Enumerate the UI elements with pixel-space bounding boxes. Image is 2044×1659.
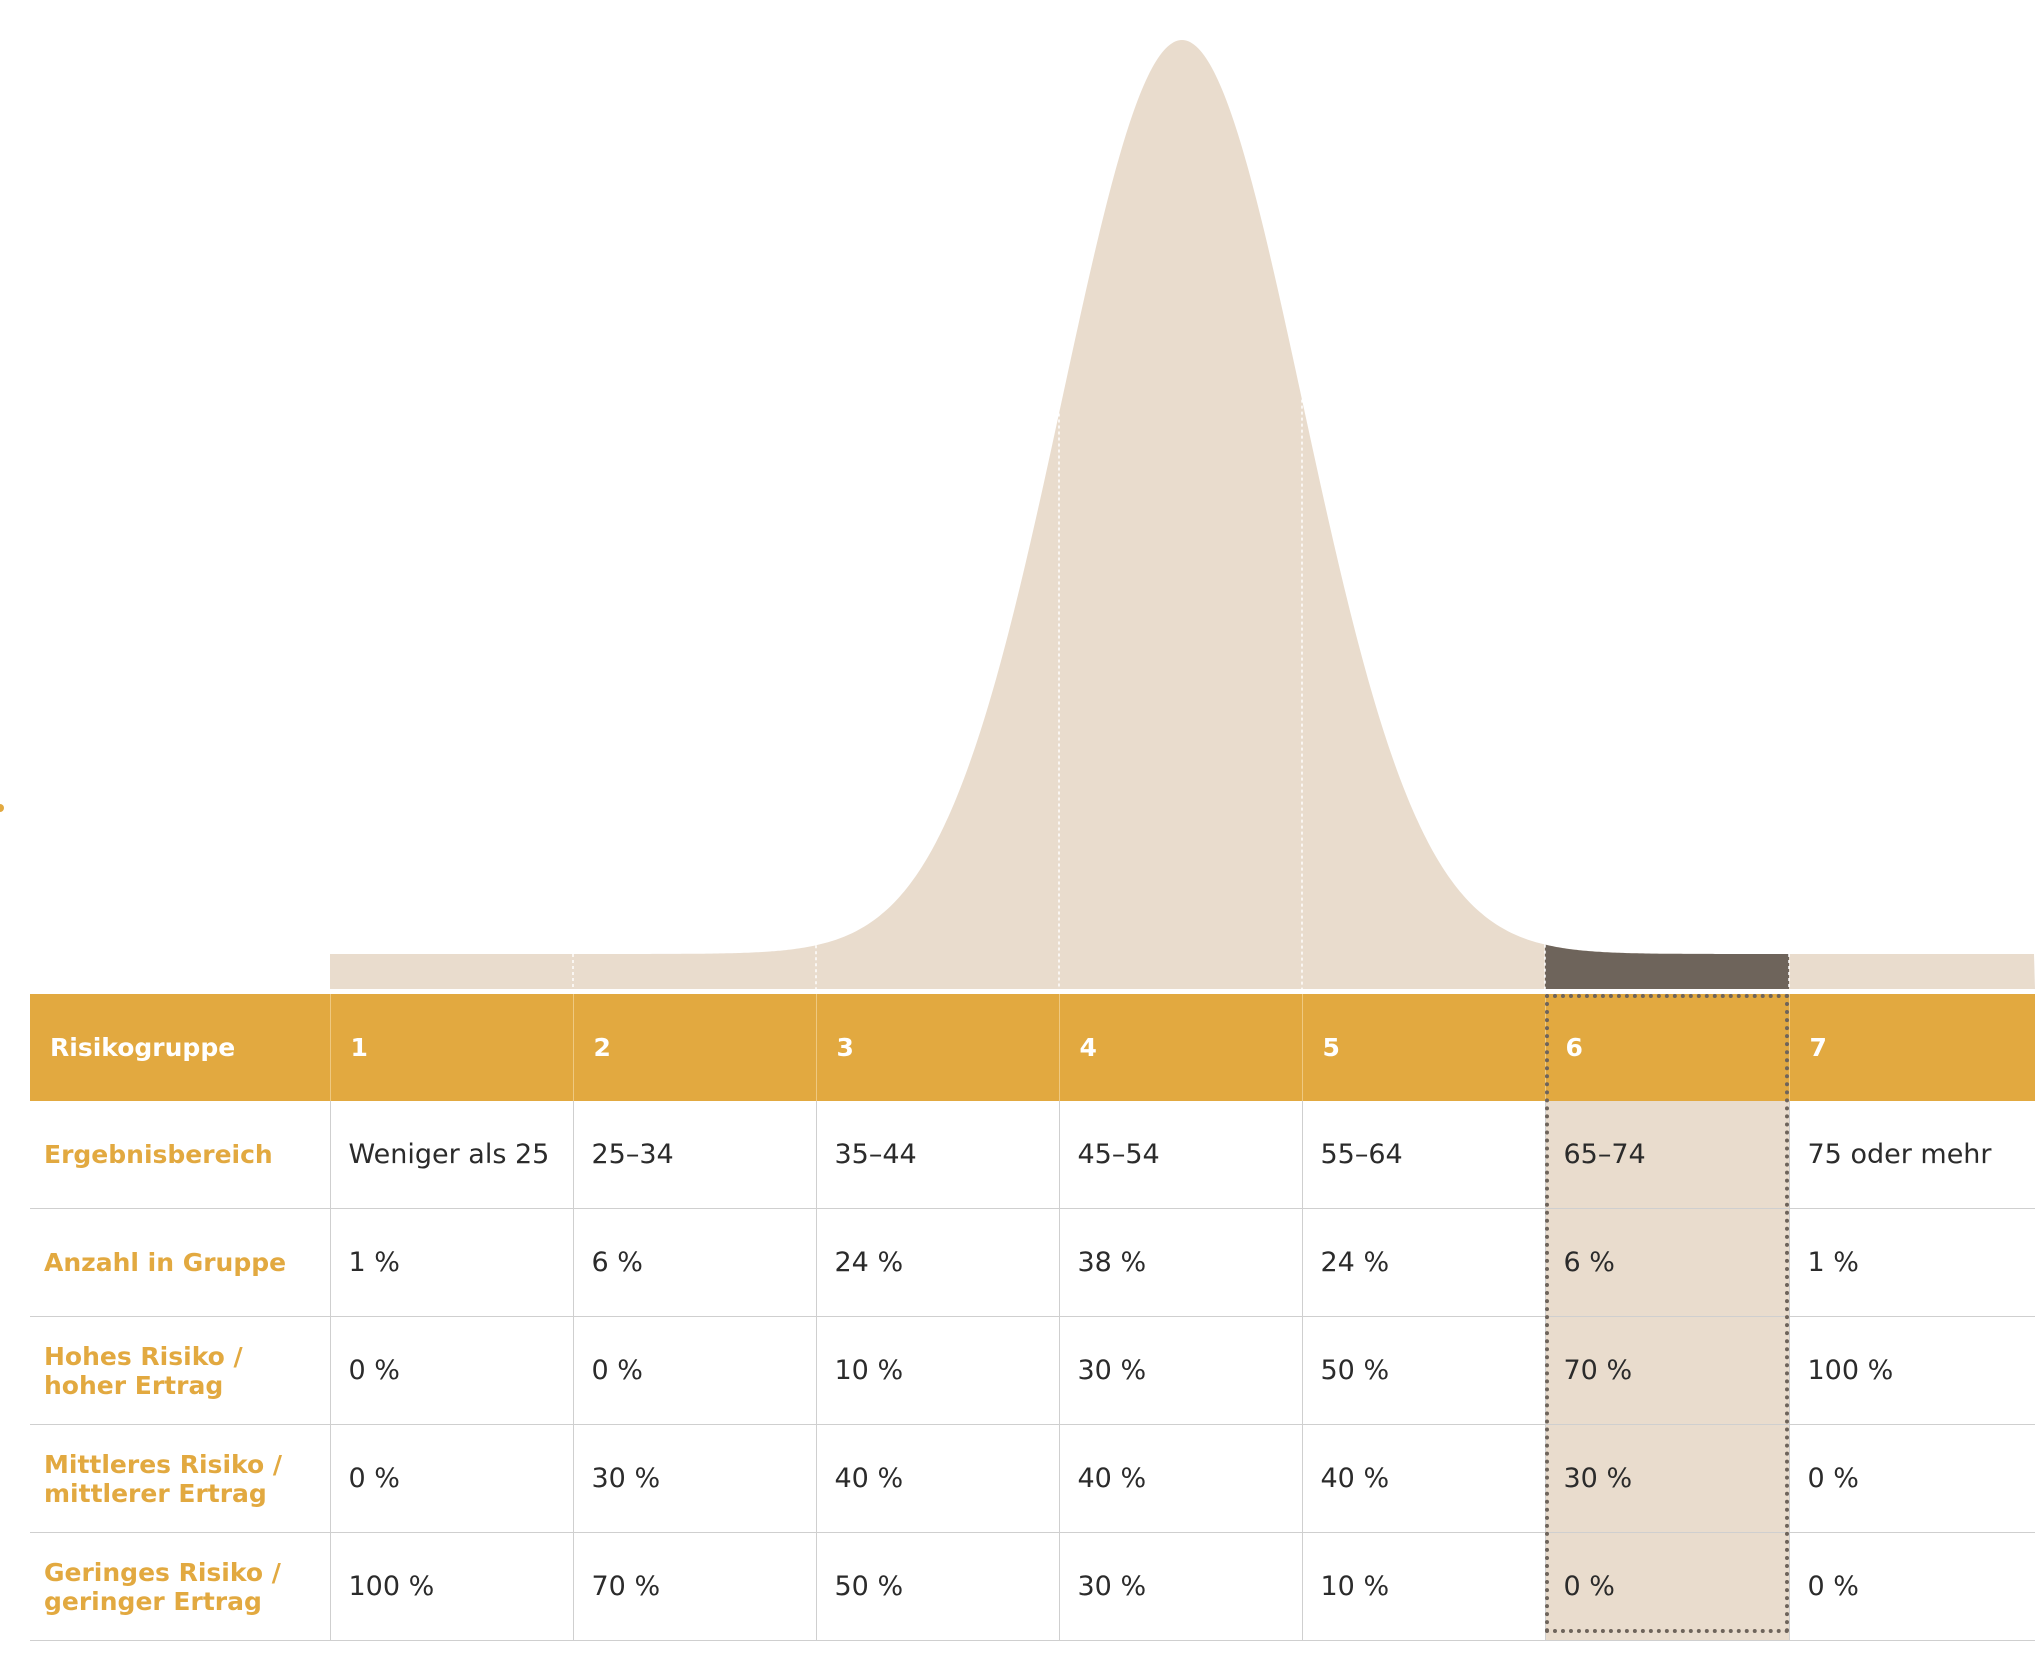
group-header-5: 5 xyxy=(1301,994,1545,1101)
table-cell: 50 % xyxy=(1301,1316,1545,1425)
table-header-row: Risikogruppe 1 2 3 4 5 6 7 xyxy=(30,994,2035,1101)
table-cell: 40 % xyxy=(1301,1424,1545,1533)
row-label: Ergebnisbereich xyxy=(30,1101,330,1209)
table-cell: 100 % xyxy=(1788,1316,2035,1425)
row-label: Geringes Risiko / geringer Ertrag xyxy=(30,1532,330,1641)
risk-group-table: Risikogruppe 1 2 3 4 5 6 7 Ergebnisbereich Wenige… xyxy=(30,994,2035,1641)
group-header-1: 1 xyxy=(329,994,573,1101)
group-header-2: 2 xyxy=(572,994,816,1101)
table-row: Anzahl in Gruppe 1 % 6 % 24 % 38 % 24 % 6 % 1 % xyxy=(30,1208,2035,1317)
table-cell: 65–74 xyxy=(1544,1101,1789,1209)
table-row: Mittleres Risiko / mittlerer Ertrag 0 % 30… xyxy=(30,1424,2035,1533)
table-cell: 6 % xyxy=(572,1208,816,1317)
table-cell: 10 % xyxy=(1301,1532,1545,1641)
table-cell: 0 % xyxy=(572,1316,816,1425)
table-row: Geringes Risiko / geringer Ertrag 100 % 70… xyxy=(30,1532,2035,1641)
table-cell: 1 % xyxy=(1788,1208,2035,1317)
row-label: Hohes Risiko / hoher Ertrag xyxy=(30,1316,330,1425)
highlighted-segment-group-6 xyxy=(1545,944,1789,989)
distribution-curve-area xyxy=(330,40,2035,989)
group-header-7: 7 xyxy=(1788,994,2035,1101)
table-cell: 24 % xyxy=(1301,1208,1545,1317)
distribution-chart xyxy=(0,40,2035,989)
table-cell: 0 % xyxy=(1544,1532,1789,1641)
table-cell: 40 % xyxy=(1058,1424,1302,1533)
table-cell: 1 % xyxy=(329,1208,573,1317)
table-cell: 10 % xyxy=(815,1316,1059,1425)
table-cell: 24 % xyxy=(815,1208,1059,1317)
table-cell: 45–54 xyxy=(1058,1101,1302,1209)
table-cell: 75 oder mehr xyxy=(1788,1101,2035,1209)
table-cell: 30 % xyxy=(1058,1532,1302,1641)
table-cell: 40 % xyxy=(815,1424,1059,1533)
group-header-4: 4 xyxy=(1058,994,1302,1101)
table-cell: 0 % xyxy=(329,1424,573,1533)
table-cell: 50 % xyxy=(815,1532,1059,1641)
header-label: Risikogruppe xyxy=(30,994,330,1101)
edge-marker xyxy=(0,804,4,812)
table-cell: 0 % xyxy=(1788,1424,2035,1533)
table-cell: 55–64 xyxy=(1301,1101,1545,1209)
table-cell: 35–44 xyxy=(815,1101,1059,1209)
row-label: Mittleres Risiko / mittlerer Ertrag xyxy=(30,1424,330,1533)
table-row: Hohes Risiko / hoher Ertrag 0 % 0 % 10 % 30 … xyxy=(30,1316,2035,1425)
table-cell: 25–34 xyxy=(572,1101,816,1209)
group-header-6: 6 xyxy=(1544,994,1789,1101)
table-cell: 30 % xyxy=(572,1424,816,1533)
row-label: Anzahl in Gruppe xyxy=(30,1208,330,1317)
table-cell: 100 % xyxy=(329,1532,573,1641)
table-cell: 6 % xyxy=(1544,1208,1789,1317)
table-cell: 30 % xyxy=(1544,1424,1789,1533)
table-cell: 0 % xyxy=(329,1316,573,1425)
table-row: Ergebnisbereich Weniger als 25 25–34 35–44 4… xyxy=(30,1101,2035,1209)
table-cell: 0 % xyxy=(1788,1532,2035,1641)
group-header-3: 3 xyxy=(815,994,1059,1101)
table-cell: Weniger als 25 xyxy=(329,1101,573,1209)
table-cell: 70 % xyxy=(572,1532,816,1641)
table-cell: 30 % xyxy=(1058,1316,1302,1425)
table-cell: 38 % xyxy=(1058,1208,1302,1317)
table-cell: 70 % xyxy=(1544,1316,1789,1425)
